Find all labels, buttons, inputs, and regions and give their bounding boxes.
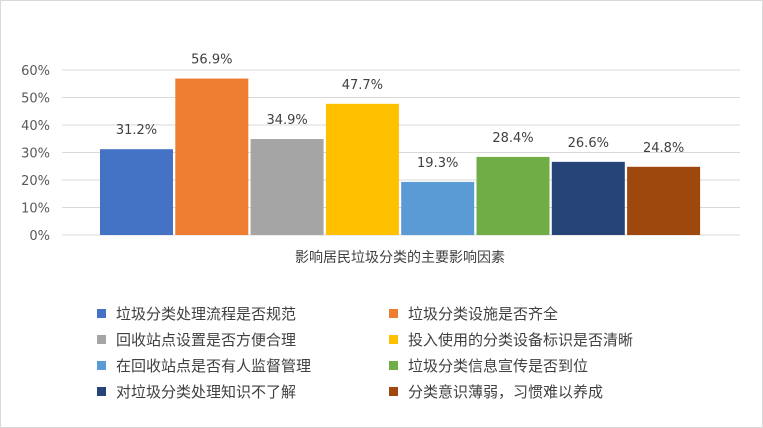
bar [325, 103, 399, 235]
bar [100, 149, 173, 235]
legend-swatch [389, 334, 398, 344]
legend-swatch [97, 386, 106, 396]
legend-swatch [389, 308, 398, 318]
gridlines [62, 69, 740, 236]
legend-swatch [97, 360, 106, 370]
legend-swatch [389, 386, 398, 396]
legend-item: 投入使用的分类设备标识是否清晰 [389, 329, 699, 349]
data-label: 34.9% [266, 113, 307, 128]
y-tick-label: 10% [21, 202, 50, 217]
y-tick-label: 30% [21, 147, 50, 162]
legend-item: 垃圾分类设施是否齐全 [389, 303, 699, 323]
legend-item: 垃圾分类信息宣传是否到位 [389, 355, 699, 375]
y-tick-label: 0% [29, 229, 50, 244]
legend-label: 垃圾分类处理流程是否规范 [116, 304, 297, 323]
bar [476, 156, 550, 235]
legend-swatch [97, 334, 106, 344]
bar [401, 181, 475, 235]
legend-label: 垃圾分类设施是否齐全 [408, 304, 559, 323]
legend-label: 投入使用的分类设备标识是否清晰 [408, 330, 634, 349]
x-axis-label: 影响居民垃圾分类的主要影响因素 [295, 250, 505, 266]
bar [175, 78, 249, 236]
legend-item: 回收站点设置是否方便合理 [97, 329, 389, 349]
bar [627, 166, 701, 235]
bars [100, 78, 701, 236]
legend-swatch [389, 360, 398, 370]
legend-label: 在回收站点是否有人监督管理 [116, 356, 312, 375]
legend-item: 对垃圾分类处理知识不了解 [97, 381, 389, 401]
data-label: 31.2% [116, 123, 157, 138]
y-tick-label: 60% [21, 64, 50, 79]
bar [250, 139, 324, 235]
legend: 垃圾分类处理流程是否规范 垃圾分类设施是否齐全回收站点设置是否方便合理 投入使用的分… [97, 303, 717, 401]
data-labels: 31.2% 56.9% 34.9% 47.7% 19.3% 28.4% 26.6% 24.8% [116, 53, 684, 171]
data-label: 56.9% [191, 53, 232, 68]
data-label: 24.8% [643, 141, 684, 156]
data-label: 28.4% [492, 131, 533, 146]
y-tick-label: 50% [21, 92, 50, 107]
y-axis-ticks: 0% 10% 20% 30% 40% 50% 60% [21, 64, 50, 244]
y-tick-label: 40% [21, 119, 50, 134]
legend-label: 分类意识薄弱，习惯难以养成 [408, 382, 604, 401]
legend-label: 回收站点设置是否方便合理 [116, 330, 297, 349]
data-label: 19.3% [417, 156, 458, 171]
bar-chart: 0% 10% 20% 30% 40% 50% 60% 31.2% 56.9% 34.9% 47.7… [21, 53, 740, 266]
data-label: 47.7% [342, 78, 383, 93]
legend-label: 对垃圾分类处理知识不了解 [116, 382, 297, 401]
legend-swatch [97, 308, 106, 318]
bar [551, 161, 625, 235]
legend-item: 分类意识薄弱，习惯难以养成 [389, 381, 699, 401]
legend-label: 垃圾分类信息宣传是否到位 [408, 356, 589, 375]
data-label: 26.6% [568, 136, 609, 151]
legend-item: 垃圾分类处理流程是否规范 [97, 303, 389, 323]
legend-item: 在回收站点是否有人监督管理 [97, 355, 389, 375]
y-tick-label: 20% [21, 174, 50, 189]
